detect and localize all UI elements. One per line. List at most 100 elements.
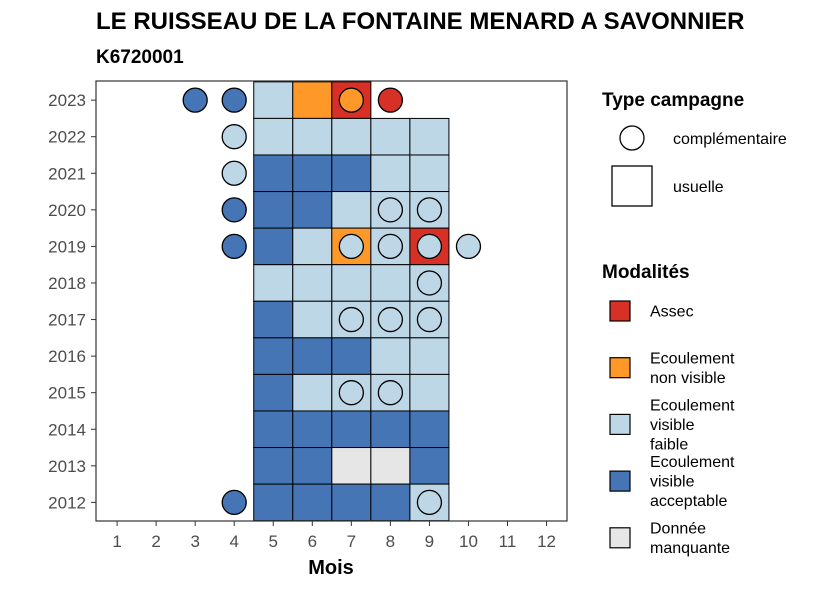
tile-2014-9 [409,410,450,449]
x-axis: 1 2 3 4 5 6 7 8 9 10 11 12 [112,521,556,551]
x-tick-label: 5 [269,532,278,551]
point-2020-9 [416,197,443,223]
legend-swatch-na [609,527,631,549]
tile-2012-6 [292,483,333,522]
tile-2018-5 [253,264,294,302]
tile-2020-6 [292,191,333,229]
legend-swatch-nv [609,357,631,379]
legend-label: Assec [650,304,694,321]
point-2022-4 [221,124,247,150]
tile-2019-5 [253,227,294,266]
tile-2020-7 [331,191,372,229]
tile-2013-9 [409,447,450,485]
tile-2020-5 [253,191,294,229]
tile-2022-5 [253,117,294,156]
tile-2023-6 [292,81,333,119]
x-tick-label: 12 [537,532,556,551]
x-tick-label: 10 [459,532,478,551]
x-tick-label: 8 [386,532,395,551]
tile-2022-8 [370,117,411,156]
point-2020-4 [221,197,247,223]
tile-2016-6 [292,337,333,375]
legend-swatch-assec [609,300,631,322]
tile-2014-5 [253,410,294,449]
y-tick-label: 2018 [48,274,86,293]
legend-type-title: Type campagne [602,90,744,111]
legend-label: Ecoulement [650,397,735,414]
tile-2022-6 [292,117,333,156]
tile-2021-9 [409,154,450,193]
plot-panel-border [95,80,568,522]
legend-label: Ecoulement [650,350,735,367]
x-tick-label: 4 [229,532,238,551]
y-tick-label: 2014 [48,420,86,439]
tile-2016-8 [370,337,411,375]
point-2023-3 [182,87,208,113]
tile-2017-6 [292,300,333,339]
tile-2015-6 [292,373,333,412]
legend-label: Donnée [650,521,706,538]
chart-subtitle: K6720001 [96,47,184,68]
legend-label: manquante [650,540,730,557]
y-tick-label: 2017 [48,311,86,330]
tile-2012-8 [370,483,411,522]
tile-2021-8 [370,154,411,193]
legend-type-campagne: Type campagne complémentaire usuelle [602,90,787,207]
tile-2013-7 [331,447,372,485]
tile-2014-6 [292,410,333,449]
y-tick-label: 2022 [48,128,86,147]
x-tick-label: 3 [190,532,199,551]
point-2019-7 [338,233,364,260]
tile-2013-6 [292,447,333,485]
point-2012-9 [416,489,443,516]
tile-2013-8 [370,447,411,485]
legend-label: Ecoulement [650,454,735,471]
x-tick-label: 2 [151,532,160,551]
tile-2014-8 [370,410,411,449]
point-2015-7 [338,380,364,406]
tile-2015-9 [409,373,450,412]
tile-2018-7 [331,264,372,302]
point-2017-9 [416,306,443,333]
tile-2022-7 [331,117,372,156]
tile-2023-5 [253,81,294,119]
x-axis-title: Mois [308,557,354,579]
tile-2012-7 [331,483,372,522]
tile-2013-5 [253,447,294,485]
legend-label: non visible [650,370,726,387]
tile-2021-5 [253,154,294,193]
chart-title: LE RUISSEAU DE LA FONTAINE MENARD A SAVO… [96,8,744,35]
tile-2022-9 [409,117,450,156]
tile-2017-5 [253,300,294,339]
y-tick-label: 2023 [48,91,86,110]
legend-label: complémentaire [673,131,787,148]
legend-label: usuelle [673,179,724,196]
tile-2012-5 [253,483,294,522]
tile-2019-6 [292,227,333,266]
tile-2021-6 [292,154,333,193]
legend-key-square [611,165,653,207]
tile-2018-8 [370,264,411,302]
tile-2016-5 [253,337,294,375]
point-2017-8 [377,306,404,333]
tile-2016-9 [409,337,450,375]
point-2021-4 [221,160,247,186]
y-tick-label: 2021 [48,164,86,183]
x-tick-label: 9 [425,532,434,551]
point-2020-8 [377,197,404,223]
point-2019-10 [455,233,482,260]
y-tick-label: 2012 [48,493,86,512]
legend-key-circle [619,125,645,151]
tile-2018-6 [292,264,333,302]
point-2023-8 [377,87,404,113]
x-tick-label: 6 [308,532,317,551]
legend-label: visible [650,474,695,491]
point-2012-4 [221,489,247,516]
tile-2021-7 [331,154,372,193]
point-2019-4 [221,233,247,260]
point-2015-8 [377,380,404,406]
point-2019-8 [377,233,404,260]
point-2019-9 [416,233,443,260]
tile-2015-5 [253,373,294,412]
